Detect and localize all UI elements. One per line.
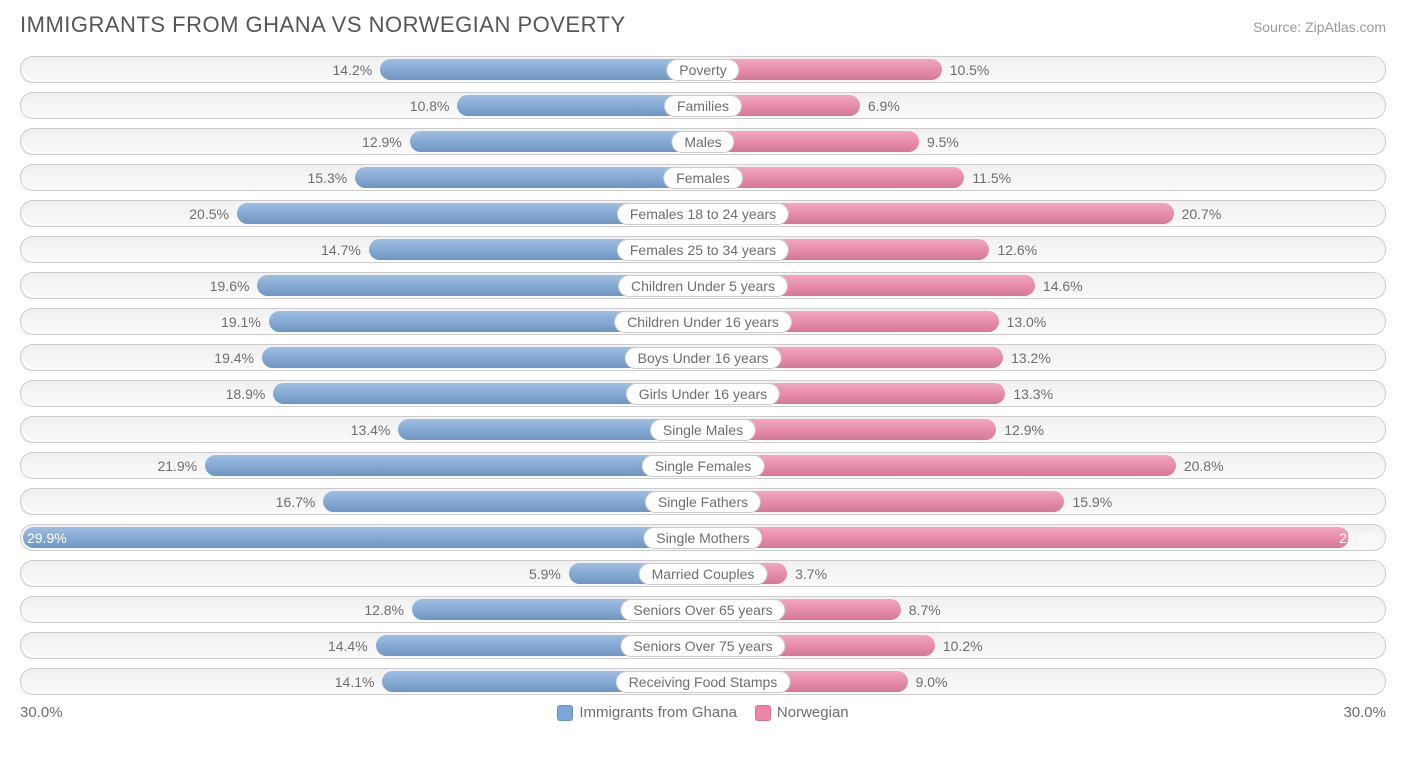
right-value-label: 15.9% (1072, 494, 1112, 510)
chart-row: 14.2% 10.5% Poverty (20, 56, 1386, 83)
category-label: Receiving Food Stamps (616, 671, 791, 693)
left-value-label: 12.9% (362, 134, 402, 150)
legend-item-norwegian: Norwegian (755, 704, 849, 721)
right-value-label: 9.5% (927, 134, 959, 150)
bar-left (410, 131, 703, 152)
chart-row: 19.1% 13.0% Children Under 16 years (20, 308, 1386, 335)
chart-row: 14.7% 12.6% Females 25 to 34 years (20, 236, 1386, 263)
chart-source: Source: ZipAtlas.com (1253, 19, 1386, 35)
right-value-label: 12.9% (1004, 422, 1044, 438)
left-value-label: 19.6% (210, 278, 250, 294)
chart-area: 14.2% 10.5% Poverty 10.8% 6.9% Families 12.9% 9… (20, 56, 1386, 695)
category-label: Females 18 to 24 years (617, 203, 789, 225)
left-value-label: 15.3% (307, 170, 347, 186)
left-value-label: 13.4% (351, 422, 391, 438)
axis-right-max: 30.0% (1343, 704, 1386, 721)
left-value-label: 10.8% (410, 98, 450, 114)
category-label: Children Under 5 years (618, 275, 788, 297)
chart-row: 16.7% 15.9% Single Fathers (20, 488, 1386, 515)
category-label: Seniors Over 75 years (620, 635, 785, 657)
chart-row: 12.9% 9.5% Males (20, 128, 1386, 155)
chart-row: 18.9% 13.3% Girls Under 16 years (20, 380, 1386, 407)
category-label: Children Under 16 years (614, 311, 792, 333)
legend: Immigrants from Ghana Norwegian (557, 704, 848, 721)
chart-title: IMMIGRANTS FROM GHANA VS NORWEGIAN POVER… (20, 12, 626, 38)
right-value-label: 9.0% (916, 674, 948, 690)
chart-row: 10.8% 6.9% Families (20, 92, 1386, 119)
legend-item-ghana: Immigrants from Ghana (557, 704, 737, 721)
axis-left-max: 30.0% (20, 704, 63, 721)
chart-row: 15.3% 11.5% Females (20, 164, 1386, 191)
category-label: Single Mothers (643, 527, 762, 549)
category-label: Single Fathers (645, 491, 761, 513)
left-value-label: 21.9% (157, 458, 197, 474)
chart-row: 14.1% 9.0% Receiving Food Stamps (20, 668, 1386, 695)
bar-right (703, 455, 1176, 476)
bar-left (23, 527, 703, 548)
legend-swatch-ghana (557, 705, 573, 721)
chart-row: 13.4% 12.9% Single Males (20, 416, 1386, 443)
legend-label-norwegian: Norwegian (777, 704, 849, 721)
left-value-label: 14.4% (328, 638, 368, 654)
right-value-label: 3.7% (795, 566, 827, 582)
left-value-label: 5.9% (529, 566, 561, 582)
bar-right (703, 131, 919, 152)
bar-left (355, 167, 703, 188)
chart-row: 21.9% 20.8% Single Females (20, 452, 1386, 479)
right-value-label: 8.7% (909, 602, 941, 618)
right-value-label: 6.9% (868, 98, 900, 114)
category-label: Married Couples (639, 563, 768, 585)
right-value-label: 10.2% (943, 638, 983, 654)
left-value-label: 14.1% (335, 674, 375, 690)
left-value-label: 19.4% (214, 350, 254, 366)
left-value-label: 16.7% (276, 494, 316, 510)
category-label: Poverty (666, 59, 739, 81)
category-label: Girls Under 16 years (626, 383, 780, 405)
left-value-label: 18.9% (226, 386, 266, 402)
chart-row: 19.4% 13.2% Boys Under 16 years (20, 344, 1386, 371)
chart-header: IMMIGRANTS FROM GHANA VS NORWEGIAN POVER… (20, 12, 1386, 38)
legend-label-ghana: Immigrants from Ghana (579, 704, 737, 721)
right-value-label: 11.5% (972, 170, 1011, 186)
chart-row: 19.6% 14.6% Children Under 5 years (20, 272, 1386, 299)
right-value-label: 10.5% (950, 62, 990, 78)
chart-row: 12.8% 8.7% Seniors Over 65 years (20, 596, 1386, 623)
left-value-label: 19.1% (221, 314, 261, 330)
right-value-label: 20.7% (1182, 206, 1222, 222)
right-value-label: 13.3% (1013, 386, 1053, 402)
bar-right (703, 527, 1349, 548)
category-label: Females (663, 167, 743, 189)
category-label: Boys Under 16 years (625, 347, 782, 369)
chart-row: 29.9% 28.4% Single Mothers (20, 524, 1386, 551)
right-value-label: 13.2% (1011, 350, 1051, 366)
right-value-label: 13.0% (1007, 314, 1047, 330)
category-label: Single Males (650, 419, 756, 441)
category-label: Single Females (642, 455, 765, 477)
bar-left (205, 455, 703, 476)
right-value-label: 28.4% (1339, 530, 1379, 546)
category-label: Seniors Over 65 years (620, 599, 785, 621)
right-value-label: 20.8% (1184, 458, 1224, 474)
left-value-label: 29.9% (27, 530, 67, 546)
left-value-label: 20.5% (189, 206, 229, 222)
bar-left (380, 59, 703, 80)
left-value-label: 12.8% (364, 602, 404, 618)
right-value-label: 12.6% (997, 242, 1037, 258)
chart-row: 20.5% 20.7% Females 18 to 24 years (20, 200, 1386, 227)
category-label: Females 25 to 34 years (617, 239, 789, 261)
left-value-label: 14.7% (321, 242, 361, 258)
category-label: Families (664, 95, 742, 117)
legend-swatch-norwegian (755, 705, 771, 721)
right-value-label: 14.6% (1043, 278, 1083, 294)
chart-row: 14.4% 10.2% Seniors Over 75 years (20, 632, 1386, 659)
category-label: Males (671, 131, 734, 153)
chart-footer: 30.0% Immigrants from Ghana Norwegian 30… (20, 704, 1386, 721)
left-value-label: 14.2% (332, 62, 372, 78)
chart-row: 5.9% 3.7% Married Couples (20, 560, 1386, 587)
